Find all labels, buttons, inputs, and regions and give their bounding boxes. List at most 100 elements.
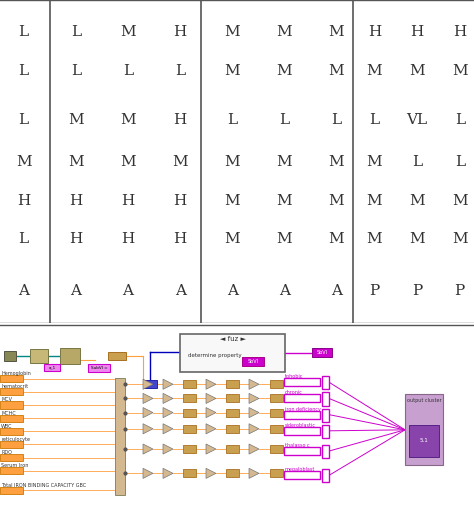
Polygon shape — [163, 444, 173, 454]
Bar — [322, 409, 329, 422]
Text: H: H — [173, 113, 187, 127]
Text: L: L — [227, 113, 237, 127]
Text: L: L — [455, 155, 465, 169]
Text: M: M — [452, 232, 467, 246]
Bar — [183, 394, 196, 402]
Polygon shape — [143, 408, 153, 418]
Bar — [0, 375, 23, 382]
Text: M: M — [410, 194, 425, 208]
Text: L: L — [455, 113, 465, 127]
Text: L: L — [412, 155, 422, 169]
Text: SbVI: SbVI — [247, 359, 258, 364]
Text: A: A — [70, 284, 82, 298]
Polygon shape — [249, 408, 259, 418]
Text: megaloblast: megaloblast — [285, 467, 315, 472]
Bar — [226, 394, 239, 402]
Text: M: M — [225, 232, 240, 246]
Text: thalasso c: thalasso c — [285, 443, 310, 448]
Text: M: M — [225, 155, 240, 169]
Text: H: H — [453, 25, 466, 39]
Text: MCV: MCV — [1, 398, 12, 402]
Text: M: M — [173, 155, 188, 169]
Text: H: H — [69, 232, 82, 246]
Bar — [183, 445, 196, 453]
Text: H: H — [17, 194, 30, 208]
Bar — [322, 469, 329, 482]
Bar — [226, 469, 239, 478]
Text: A: A — [174, 284, 186, 298]
Bar — [284, 471, 320, 479]
Text: L: L — [279, 113, 290, 127]
Bar — [0, 441, 23, 448]
Text: L: L — [18, 232, 29, 246]
Text: M: M — [68, 113, 83, 127]
Text: M: M — [452, 194, 467, 208]
Text: output cluster: output cluster — [407, 398, 441, 403]
Text: H: H — [173, 232, 187, 246]
Text: H: H — [121, 232, 135, 246]
Text: A: A — [331, 284, 342, 298]
Bar — [0, 388, 23, 396]
Text: Hemoglobin: Hemoglobin — [1, 371, 31, 376]
Text: L: L — [18, 113, 29, 127]
Polygon shape — [206, 393, 216, 403]
Text: M: M — [68, 155, 83, 169]
Text: 5.1: 5.1 — [419, 439, 428, 443]
Bar — [312, 348, 332, 357]
Polygon shape — [206, 379, 216, 389]
Bar — [0, 487, 23, 493]
Text: L: L — [18, 64, 29, 78]
Polygon shape — [206, 444, 216, 454]
Text: M: M — [16, 155, 31, 169]
Bar — [183, 380, 196, 388]
Polygon shape — [143, 424, 153, 434]
Text: hematocrit: hematocrit — [1, 385, 28, 389]
Text: P: P — [412, 284, 422, 298]
Bar — [183, 409, 196, 417]
Polygon shape — [206, 468, 216, 479]
Bar — [242, 357, 264, 366]
Text: M: M — [225, 194, 240, 208]
Text: L: L — [331, 113, 342, 127]
Bar — [270, 469, 283, 478]
Text: H: H — [173, 25, 187, 39]
Bar — [284, 411, 320, 419]
Text: a_1: a_1 — [48, 366, 55, 370]
Bar — [4, 351, 16, 361]
Text: RDO: RDO — [1, 450, 12, 455]
Text: P: P — [455, 284, 465, 298]
Text: M: M — [277, 155, 292, 169]
Bar — [284, 447, 320, 455]
Text: M: M — [277, 232, 292, 246]
Text: A: A — [227, 284, 238, 298]
Bar — [270, 425, 283, 433]
Bar — [115, 378, 125, 494]
Text: ◄ fuz ►: ◄ fuz ► — [219, 336, 246, 342]
Bar — [0, 401, 23, 409]
Text: H: H — [410, 25, 424, 39]
Text: Total IRON BINDING CAPACITY GBC: Total IRON BINDING CAPACITY GBC — [1, 482, 86, 488]
Bar — [322, 425, 329, 438]
Polygon shape — [249, 468, 259, 479]
Text: M: M — [225, 25, 240, 39]
Text: H: H — [368, 25, 381, 39]
Bar — [270, 409, 283, 417]
Bar — [30, 349, 48, 363]
Polygon shape — [163, 468, 173, 479]
Bar — [180, 333, 285, 372]
Text: M: M — [120, 25, 136, 39]
Text: WBC: WBC — [1, 424, 12, 429]
Text: L: L — [123, 64, 133, 78]
Text: P: P — [369, 284, 380, 298]
Text: M: M — [225, 64, 240, 78]
Bar — [44, 364, 60, 371]
Text: tphobic: tphobic — [285, 374, 303, 379]
Text: iron deficiency: iron deficiency — [285, 407, 321, 411]
Polygon shape — [163, 393, 173, 403]
Text: L: L — [71, 25, 81, 39]
Text: determine property: determine property — [188, 353, 242, 358]
Text: M: M — [277, 25, 292, 39]
Text: MCHC: MCHC — [1, 411, 16, 416]
Bar — [183, 425, 196, 433]
Bar — [284, 427, 320, 435]
